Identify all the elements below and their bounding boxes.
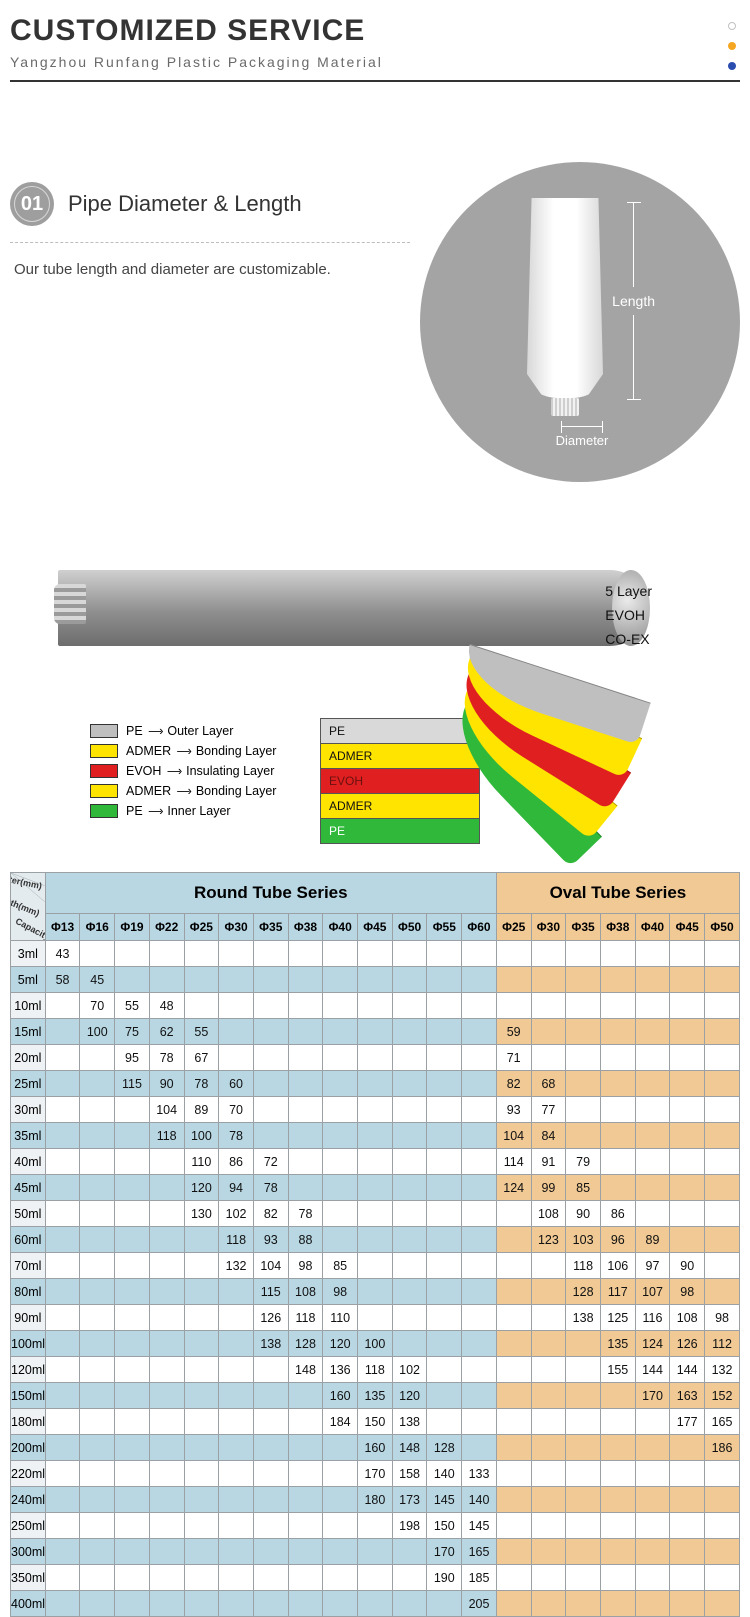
layer-diagram: 5 Layer EVOH CO-EX PEADMEREVOHADMERPE PE… xyxy=(10,566,740,856)
row-header: 180ml xyxy=(11,1409,46,1435)
layer-side-labels: 5 Layer EVOH CO-EX xyxy=(605,580,652,651)
col-header: Φ50 xyxy=(392,914,427,941)
row-header: 3ml xyxy=(11,941,46,967)
col-header: Φ45 xyxy=(358,914,393,941)
row-header: 90ml xyxy=(11,1305,46,1331)
row-header: 240ml xyxy=(11,1487,46,1513)
tube-illustration: Length Diameter xyxy=(420,162,740,482)
group-header-round: Round Tube Series xyxy=(45,873,496,914)
section-divider xyxy=(10,242,410,243)
col-header: Φ40 xyxy=(323,914,358,941)
tube-size-table: Diameter(mm) Length(mm) Capacity(ml) Rou… xyxy=(10,872,740,1617)
diameter-dimension: Diameter xyxy=(537,418,627,448)
row-header: 400ml xyxy=(11,1591,46,1617)
layer-legend: PE—›Outer LayerADMER—›Bonding LayerEVOH—… xyxy=(90,724,276,824)
row-header: 20ml xyxy=(11,1045,46,1071)
col-header: Φ35 xyxy=(253,914,288,941)
row-header: 25ml xyxy=(11,1071,46,1097)
page-title: CUSTOMIZED SERVICE xyxy=(10,14,740,48)
row-header: 220ml xyxy=(11,1461,46,1487)
length-dimension: Length xyxy=(612,202,655,422)
row-header: 35ml xyxy=(11,1123,46,1149)
row-header: 50ml xyxy=(11,1201,46,1227)
row-header: 40ml xyxy=(11,1149,46,1175)
row-header: 100ml xyxy=(11,1331,46,1357)
col-header: Φ16 xyxy=(80,914,115,941)
col-header: Φ38 xyxy=(288,914,323,941)
section-title: Pipe Diameter & Length xyxy=(68,191,302,217)
row-header: 80ml xyxy=(11,1279,46,1305)
row-header: 350ml xyxy=(11,1565,46,1591)
col-header: Φ25 xyxy=(496,914,531,941)
col-header: Φ55 xyxy=(427,914,462,941)
row-header: 30ml xyxy=(11,1097,46,1123)
row-header: 150ml xyxy=(11,1383,46,1409)
row-header: 120ml xyxy=(11,1357,46,1383)
col-header: Φ60 xyxy=(462,914,497,941)
section-pipe-dimensions: Length Diameter 01 Pipe Diameter & Lengt… xyxy=(10,182,740,532)
row-header: 300ml xyxy=(11,1539,46,1565)
col-header: Φ45 xyxy=(670,914,705,941)
section-badge: 01 xyxy=(10,182,54,226)
row-header: 10ml xyxy=(11,993,46,1019)
col-header: Φ40 xyxy=(635,914,670,941)
page-subtitle: Yangzhou Runfang Plastic Packaging Mater… xyxy=(10,54,740,70)
table-corner: Diameter(mm) Length(mm) Capacity(ml) xyxy=(11,873,46,941)
col-header: Φ38 xyxy=(600,914,635,941)
row-header: 45ml xyxy=(11,1175,46,1201)
row-header: 60ml xyxy=(11,1227,46,1253)
group-header-oval: Oval Tube Series xyxy=(496,873,739,914)
col-header: Φ25 xyxy=(184,914,219,941)
row-header: 15ml xyxy=(11,1019,46,1045)
row-header: 5ml xyxy=(11,967,46,993)
row-header: 250ml xyxy=(11,1513,46,1539)
layer-label-box: PEADMEREVOHADMERPE xyxy=(320,718,480,844)
row-header: 200ml xyxy=(11,1435,46,1461)
col-header: Φ35 xyxy=(566,914,601,941)
header-divider xyxy=(10,80,740,82)
header-indicator-dots xyxy=(728,22,736,70)
col-header: Φ13 xyxy=(45,914,80,941)
row-header: 70ml xyxy=(11,1253,46,1279)
col-header: Φ30 xyxy=(219,914,254,941)
col-header: Φ22 xyxy=(149,914,184,941)
col-header: Φ50 xyxy=(705,914,740,941)
col-header: Φ19 xyxy=(115,914,150,941)
col-header: Φ30 xyxy=(531,914,566,941)
